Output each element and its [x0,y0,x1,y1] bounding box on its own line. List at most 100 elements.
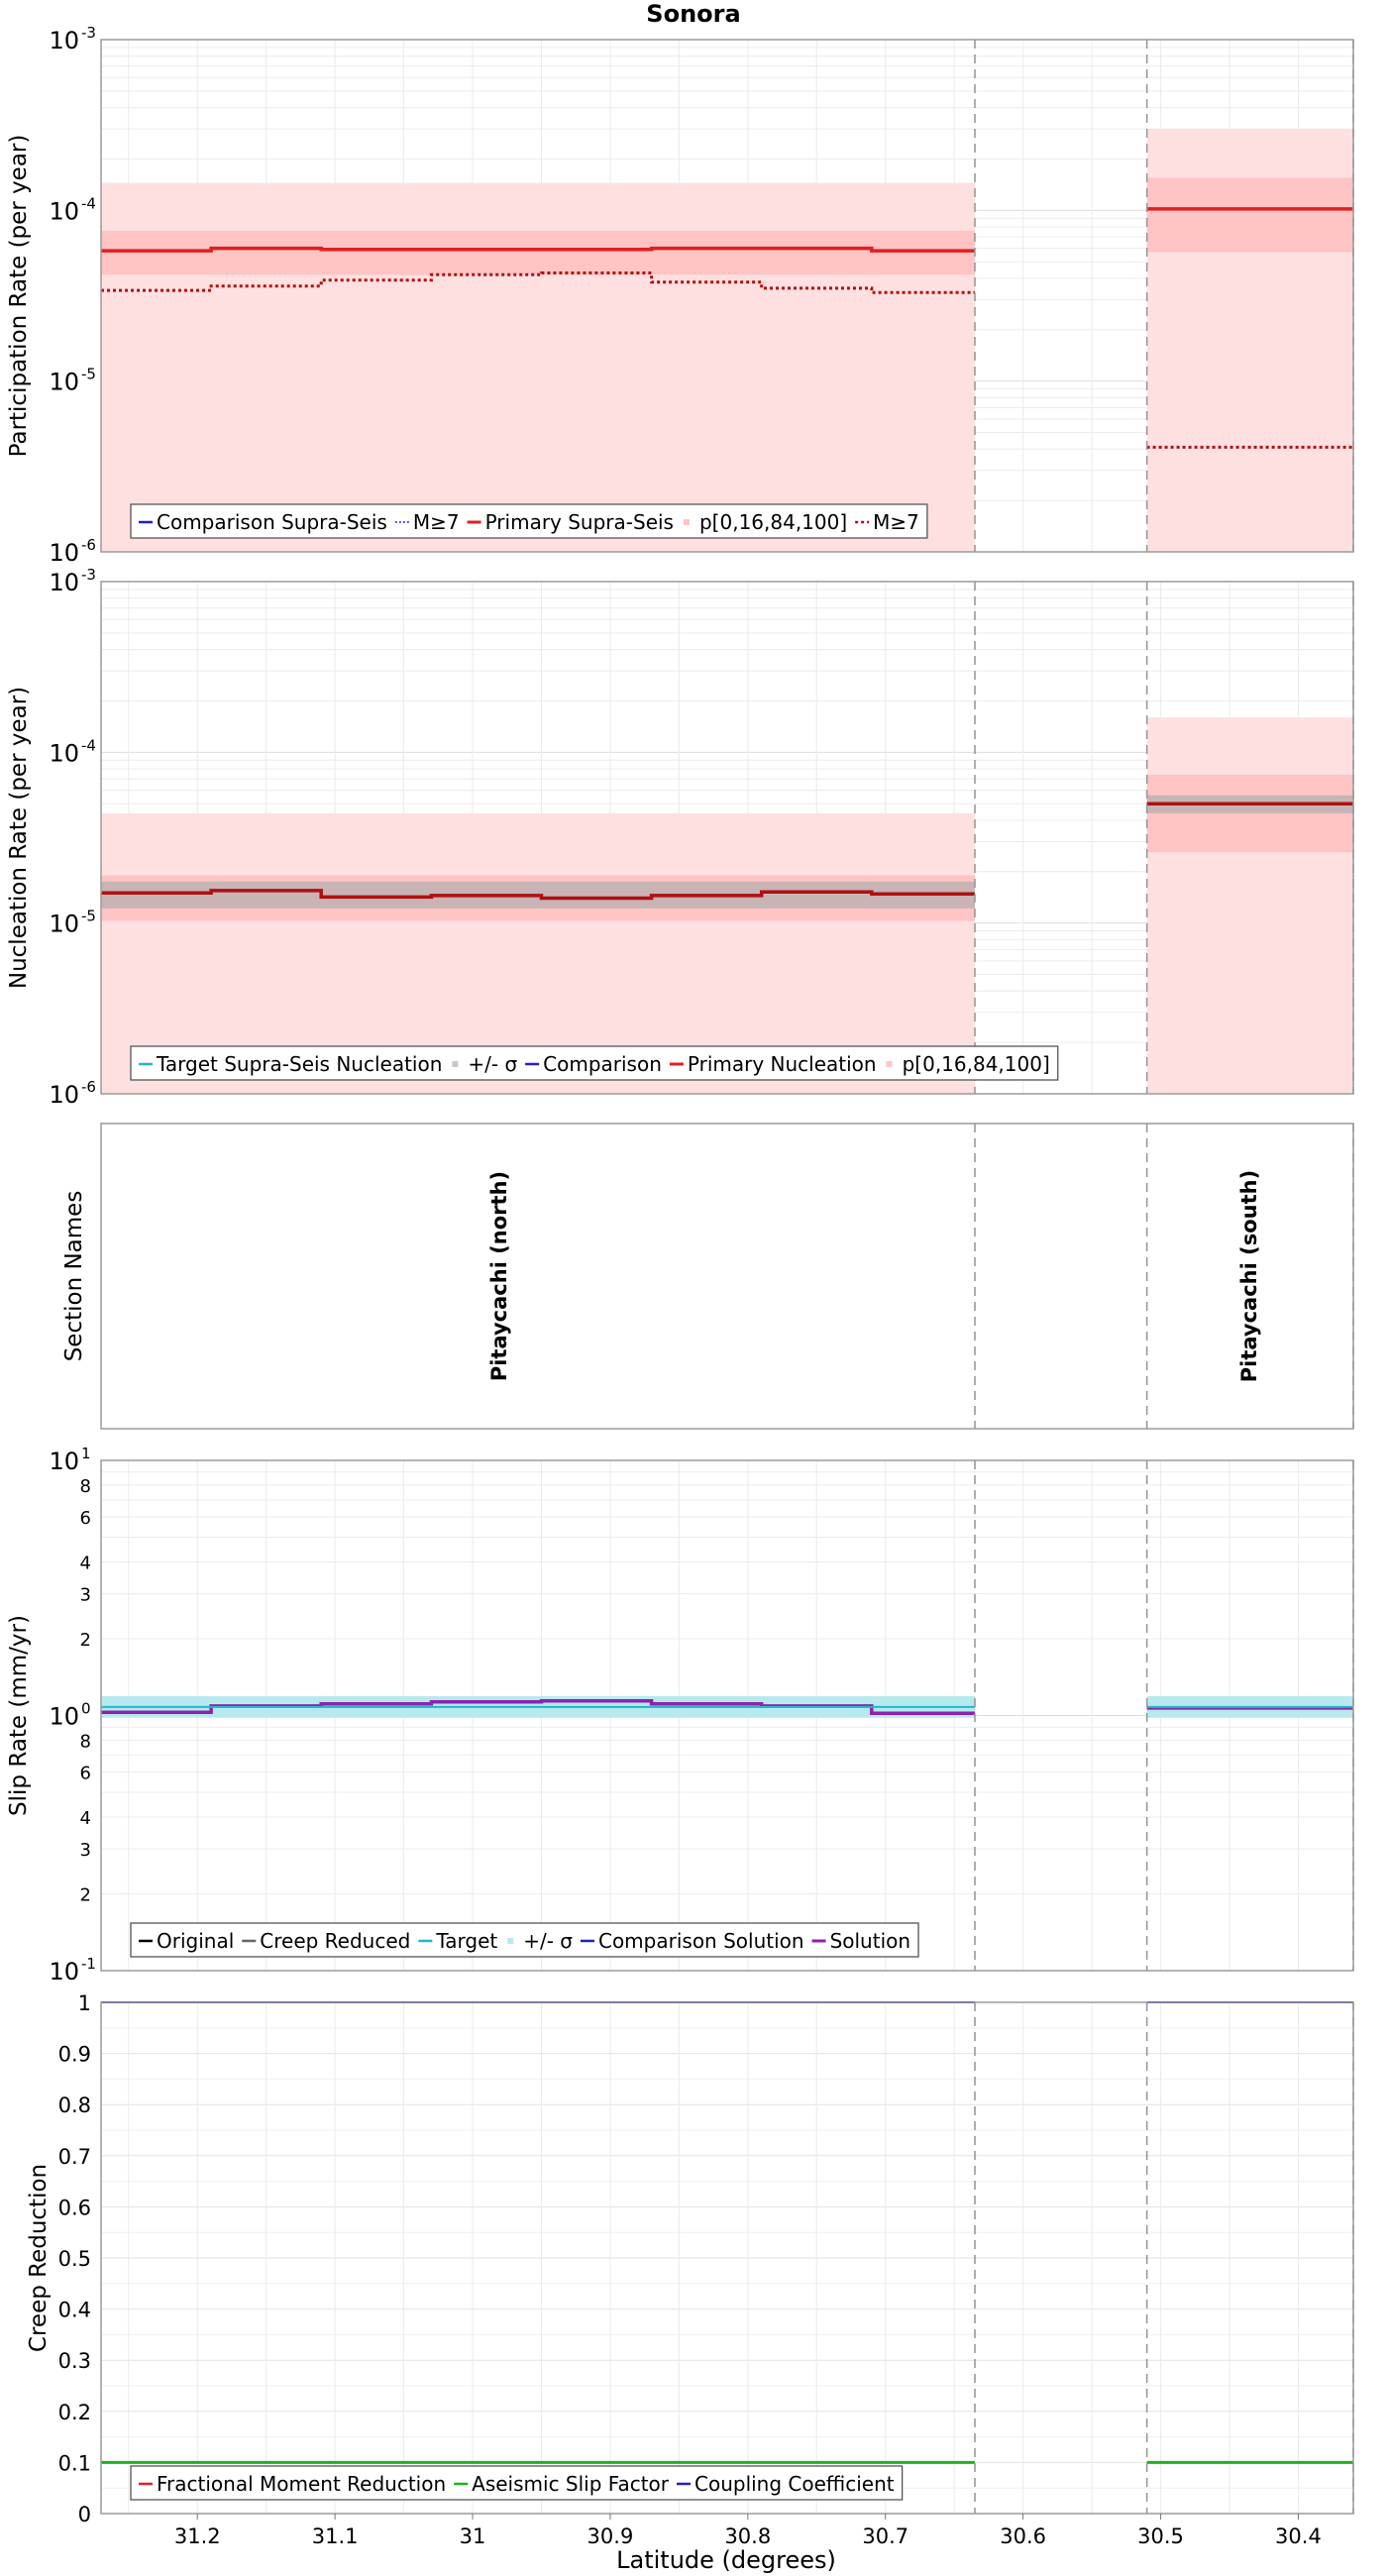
legend-label: Primary Supra-Seis [485,510,674,534]
legend-label: +/- σ [523,1929,573,1953]
legend-label: Original [157,1929,234,1953]
x-tick-label: 30.8 [724,2524,771,2548]
y-tick-label: 0.9 [58,2043,91,2067]
legend-label: Aseismic Slip Factor [472,2472,670,2496]
legend-label: Comparison [543,1052,662,1076]
x-tick-label: 30.9 [587,2524,634,2548]
legend: Comparison Supra-Seis M≥7 Primary Supra-Se… [130,503,928,539]
percentile-band [1146,717,1353,1094]
legend: Fractional Moment Reduction Aseismic Slip… [130,2465,904,2501]
legend-label: Target [435,1929,497,1953]
y-tick-label: 0.2 [58,2401,91,2424]
legend-label: Target Supra-Seis Nucleation [156,1052,442,1076]
legend-swatch [507,1938,514,1944]
creep-reduction-panel: 0 0.1 0.2 0.3 0.4 0.5 0.6 0.7 0.8 0.9 1 31.2 31.1 31 3… [26,1991,1354,2548]
y-minor-tick-label: 6 [80,1508,91,1529]
legend-label: M≥7 [873,510,919,534]
y-tick-label: 10 [49,27,79,54]
y-minor-tick-label: 3 [80,1840,91,1861]
y-minor-tick-label: 3 [80,1585,91,1606]
y-tick-exponent: -6 [81,536,96,554]
series-line [101,246,975,253]
y-tick-label: 0.8 [58,2093,91,2117]
y-tick-exponent: -6 [81,1078,96,1096]
y-tick-exponent: -3 [81,24,96,42]
plot-frame [100,581,1354,1095]
y-minor-tick-label: 6 [80,1764,91,1784]
y-tick-label: 10 [49,539,79,567]
chart-title: Sonora [646,0,740,28]
x-tick-label: 30.5 [1137,2524,1184,2548]
y-minor-tick-label: 4 [80,1808,91,1829]
legend-swatch [886,1061,893,1067]
y-tick-label: 10 [49,569,79,596]
y-axis-label: Nucleation Rate (per year) [6,687,32,989]
y-minor-tick-label: 4 [80,1553,91,1573]
y-minor-tick-label: 2 [80,1630,91,1651]
y-tick-label: 1 [78,1991,91,2015]
y-tick-label: 10 [49,1448,79,1475]
y-tick-exponent: -5 [81,366,96,383]
y-tick-label: 10 [49,197,79,225]
section-names-panel: Pitaycachi (north) Pitaycachi (south) Sect… [61,1123,1354,1430]
x-tick-label: 31.2 [174,2524,221,2548]
y-tick-label: 10 [49,1958,79,1986]
x-tick-label: 30.6 [1000,2524,1046,2548]
y-tick-label: 0 [78,2503,91,2526]
y-axis-label: Section Names [61,1191,87,1362]
y-tick-exponent: -4 [81,736,96,754]
legend-label: p[0,16,84,100] [903,1052,1050,1076]
legend-label: Coupling Coefficient [694,2472,895,2496]
y-tick-label: 10 [49,369,79,396]
y-axis-label: Participation Rate (per year) [6,135,32,458]
legend-label: Solution [830,1929,910,1953]
legend-box [130,1922,919,1958]
y-tick-label: 0.4 [58,2299,91,2322]
y-minor-tick-label: 2 [80,1884,91,1905]
x-axis-label: Latitude (degrees) [616,2546,836,2574]
plot-frame [100,39,1354,553]
y-axis-label: Creep Reduction [26,2164,52,2352]
legend-label: Creep Reduced [260,1929,410,1953]
legend-box [130,1045,1059,1081]
legend-swatch [683,519,690,525]
y-tick-label: 0.5 [58,2247,91,2271]
x-tick-label: 30.7 [862,2524,908,2548]
y-tick-exponent: -5 [81,908,96,925]
y-tick-exponent: 1 [81,1445,91,1462]
legend-label: Primary Nucleation [688,1052,877,1076]
x-tick-label: 30.4 [1275,2524,1322,2548]
legend-label: +/- σ [468,1052,517,1076]
y-tick-label: 0.7 [58,2145,91,2169]
y-tick-label: 10 [49,1703,79,1731]
y-tick-label: 0.3 [58,2349,91,2373]
percentile-band [1146,177,1353,253]
y-minor-tick-label: 8 [80,1731,91,1752]
x-tick-label: 31 [460,2524,486,2548]
y-tick-exponent: -1 [81,1955,96,1973]
y-tick-label: 10 [49,911,79,938]
legend-label: M≥7 [413,510,460,534]
legend-swatch [452,1061,459,1067]
series-line [101,889,975,901]
y-tick-label: 10 [49,739,79,767]
percentile-band [101,230,976,275]
plot-frame [100,1123,1354,1430]
legend-box [130,2465,904,2501]
y-minor-tick-label: 8 [80,1476,91,1497]
y-tick-label: 0.6 [58,2196,91,2219]
legend-label: Comparison Solution [598,1929,804,1953]
y-tick-exponent: -4 [81,194,96,212]
y-axis-label: Slip Rate (mm/yr) [6,1615,32,1816]
y-tick-label: 0.1 [58,2451,91,2475]
section-label: Pitaycachi (north) [487,1171,511,1381]
section-label: Pitaycachi (south) [1237,1170,1261,1382]
plot-frame [100,1459,1354,1972]
legend: Target Supra-Seis Nucleation +/- σ Compari… [130,1045,1059,1081]
plot-frame [100,2001,1354,2515]
legend-box [130,503,928,539]
legend-label: Fractional Moment Reduction [157,2472,446,2496]
